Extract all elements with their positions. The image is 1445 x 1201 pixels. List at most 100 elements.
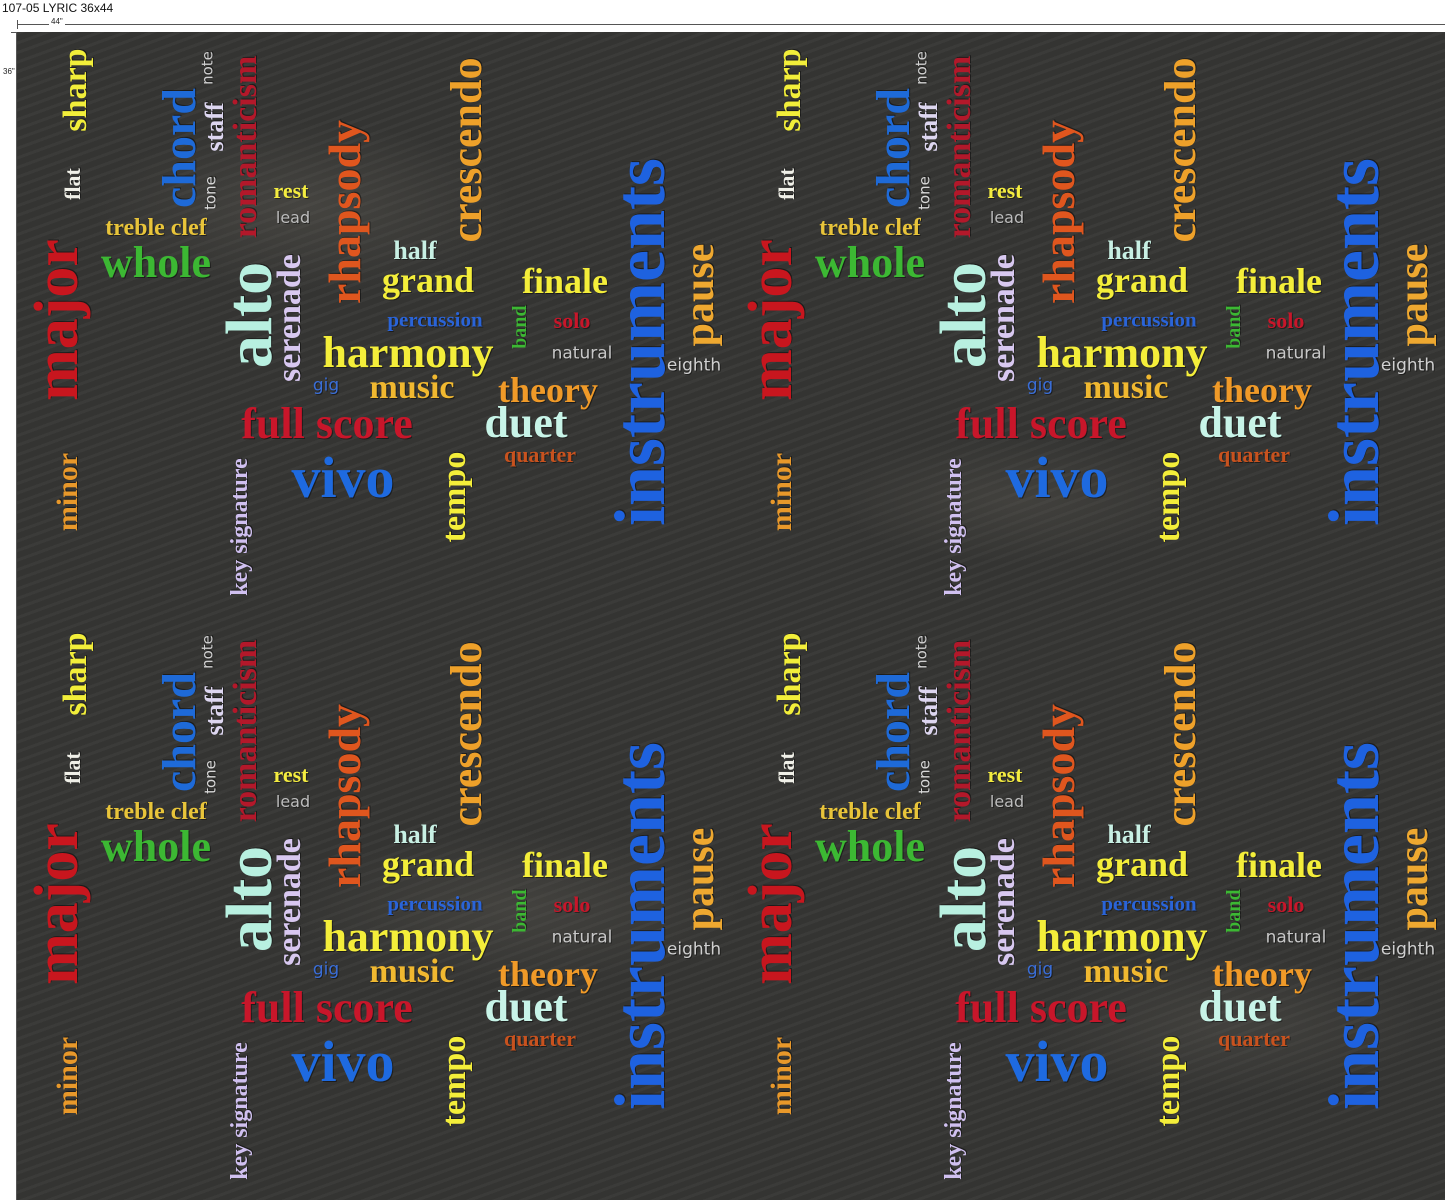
word-serenade: serenade <box>985 254 1022 382</box>
word-sharp: sharp <box>57 632 94 716</box>
word-instruments: instruments <box>600 157 680 527</box>
word-harmony: harmony <box>1036 912 1208 961</box>
word-harmony: harmony <box>322 328 494 377</box>
word-cloud-tile: major minor flat sharp treble clef whole chord… <box>17 32 731 616</box>
word-treble-clef: treble clef <box>819 799 921 825</box>
word-half: half <box>393 820 437 849</box>
word-solo: solo <box>553 892 591 917</box>
word-music: music <box>369 953 455 990</box>
word-theory: theory <box>498 954 598 994</box>
word-percussion: percussion <box>1101 307 1197 332</box>
word-half: half <box>393 236 437 265</box>
word-band: band <box>509 305 531 349</box>
word-solo: solo <box>1267 308 1305 333</box>
word-chord: chord <box>153 88 206 208</box>
word-band: band <box>1223 305 1245 349</box>
word-rest: rest <box>273 762 309 787</box>
word-treble-clef: treble clef <box>105 799 207 825</box>
word-crescendo: crescendo <box>442 641 491 827</box>
word-duet: duet <box>484 398 568 447</box>
word-flat: flat <box>774 168 799 200</box>
word-sharp: sharp <box>57 48 94 132</box>
word-vivo: vivo <box>1005 1029 1109 1094</box>
word-vivo: vivo <box>291 445 395 510</box>
word-sharp: sharp <box>771 48 808 132</box>
word-instruments: instruments <box>600 741 680 1111</box>
word-staff: staff <box>200 102 229 152</box>
word-note: note <box>198 51 217 85</box>
word-cloud-tile: major minor flat sharp treble clef whole chord… <box>731 32 1445 616</box>
word-full-score: full score <box>955 399 1127 448</box>
word-rhapsody: rhapsody <box>1033 119 1084 305</box>
word-gig: gig <box>1026 959 1054 980</box>
word-flat: flat <box>60 168 85 200</box>
word-staff: staff <box>914 102 943 152</box>
word-music: music <box>1083 369 1169 406</box>
word-serenade: serenade <box>985 838 1022 966</box>
word-duet: duet <box>1198 398 1282 447</box>
word-treble-clef: treble clef <box>819 215 921 241</box>
word-eighth: eighth <box>666 939 722 960</box>
word-key-signature: key signature <box>941 458 967 596</box>
word-percussion: percussion <box>387 891 483 916</box>
word-romanticism: romanticism <box>941 639 978 823</box>
word-natural: natural <box>551 927 613 948</box>
word-tempo: tempo <box>1150 1035 1187 1127</box>
word-quarter: quarter <box>503 1026 577 1051</box>
word-pause: pause <box>677 243 723 347</box>
word-tempo: tempo <box>1150 451 1187 543</box>
word-half: half <box>1107 236 1151 265</box>
word-duet: duet <box>1198 982 1282 1031</box>
word-note: note <box>912 51 931 85</box>
word-serenade: serenade <box>271 838 308 966</box>
word-rest: rest <box>273 178 309 203</box>
word-instruments: instruments <box>1314 157 1394 527</box>
word-major: major <box>737 239 805 401</box>
word-music: music <box>1083 953 1169 990</box>
word-note: note <box>912 635 931 669</box>
word-tone: tone <box>201 176 220 210</box>
chalkboard-panel: major minor flat sharp treble clef whole chord… <box>17 32 1445 1200</box>
word-grand: grand <box>1095 844 1189 884</box>
word-whole: whole <box>101 822 211 871</box>
word-band: band <box>509 889 531 933</box>
word-rest: rest <box>987 178 1023 203</box>
word-gig: gig <box>1026 375 1054 396</box>
word-minor: minor <box>765 452 798 532</box>
word-theory: theory <box>1212 954 1312 994</box>
word-solo: solo <box>553 308 591 333</box>
word-pause: pause <box>1391 827 1437 931</box>
word-grand: grand <box>1095 260 1189 300</box>
panel-title: 107-05 LYRIC 36x44 <box>2 1 114 15</box>
word-romanticism: romanticism <box>941 55 978 239</box>
word-treble-clef: treble clef <box>105 215 207 241</box>
word-flat: flat <box>774 752 799 784</box>
word-rhapsody: rhapsody <box>319 119 370 305</box>
word-grand: grand <box>381 844 475 884</box>
word-lead: lead <box>989 208 1025 227</box>
word-gig: gig <box>312 375 340 396</box>
word-major: major <box>737 823 805 985</box>
word-whole: whole <box>101 238 211 287</box>
word-minor: minor <box>765 1036 798 1116</box>
word-rest: rest <box>987 762 1023 787</box>
word-music: music <box>369 369 455 406</box>
width-label: 44" <box>49 17 65 26</box>
word-sharp: sharp <box>771 632 808 716</box>
word-chord: chord <box>153 672 206 792</box>
word-grand: grand <box>381 260 475 300</box>
word-tempo: tempo <box>436 451 473 543</box>
word-finale: finale <box>522 845 608 885</box>
word-full-score: full score <box>241 399 413 448</box>
word-chord: chord <box>867 672 920 792</box>
word-percussion: percussion <box>387 307 483 332</box>
word-lead: lead <box>989 792 1025 811</box>
word-serenade: serenade <box>271 254 308 382</box>
word-whole: whole <box>815 238 925 287</box>
word-vivo: vivo <box>291 1029 395 1094</box>
word-tempo: tempo <box>436 1035 473 1127</box>
word-major: major <box>23 823 91 985</box>
word-natural: natural <box>1265 343 1327 364</box>
height-ruler <box>11 32 21 1200</box>
word-natural: natural <box>1265 927 1327 948</box>
